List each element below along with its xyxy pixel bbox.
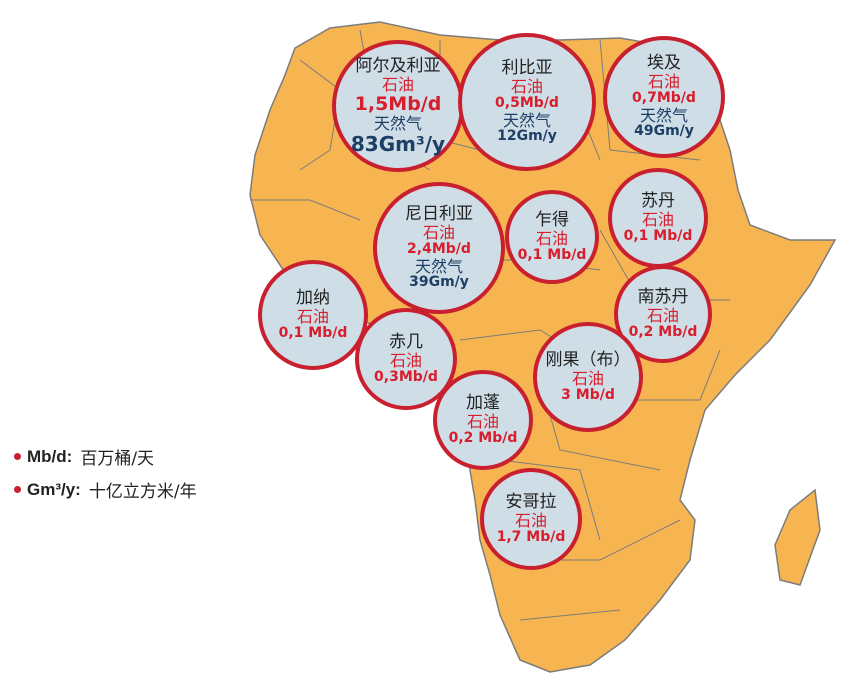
bubble-gabon: 加蓬 石油 0,2 Mb/d (433, 370, 533, 470)
oil-value: 2,4Mb/d (407, 240, 471, 257)
legend: Mb/d: 百万桶/天 Gm³/y: 十亿立方米/年 (14, 440, 197, 506)
oil-value: 0,1 Mb/d (517, 246, 587, 263)
country-name: 刚果（布） (545, 349, 631, 370)
country-name: 利比亚 (501, 57, 553, 78)
bubble-libya: 利比亚 石油 0,5Mb/d 天然气 12Gm/y (458, 33, 596, 171)
oil-value: 0,7Mb/d (632, 89, 696, 106)
oil-label: 石油 (514, 510, 547, 530)
oil-value: 0,3Mb/d (374, 368, 438, 385)
country-name: 尼日利亚 (405, 203, 473, 224)
oil-label: 石油 (296, 306, 329, 326)
gas-value: 39Gm/y (409, 274, 469, 291)
bubble-angola: 安哥拉 石油 1,7 Mb/d (480, 468, 582, 570)
legend-row-oil: Mb/d: 百万桶/天 (14, 440, 197, 473)
oil-value: 0,2 Mb/d (448, 429, 518, 446)
oil-label: 石油 (641, 209, 674, 229)
legend-text: 百万桶/天 (80, 449, 155, 469)
bullet-icon (14, 453, 21, 460)
legend-key: Gm³/y: (27, 479, 81, 499)
oil-label: 石油 (466, 411, 499, 431)
country-name: 阿尔及利亚 (355, 55, 441, 76)
oil-label: 石油 (535, 228, 568, 248)
gas-label: 天然气 (502, 110, 551, 130)
bubble-algeria: 阿尔及利亚 石油 1,5Mb/d 天然气 83Gm³/y (332, 40, 464, 172)
gas-label: 天然气 (373, 113, 422, 133)
bubble-egypt: 埃及 石油 0,7Mb/d 天然气 49Gm/y (603, 36, 725, 158)
oil-value: 0,1 Mb/d (278, 324, 348, 341)
gas-value: 49Gm/y (634, 123, 694, 140)
country-name: 埃及 (647, 52, 681, 73)
gas-value: 12Gm/y (497, 128, 557, 145)
bubble-sudan: 苏丹 石油 0,1 Mb/d (608, 168, 708, 268)
oil-label: 石油 (571, 368, 604, 388)
country-name: 苏丹 (641, 190, 675, 211)
legend-text: 十亿立方米/年 (88, 482, 197, 502)
legend-key: Mb/d: (27, 446, 73, 466)
oil-label: 石油 (381, 74, 414, 94)
country-name: 赤几 (389, 331, 423, 352)
madagascar (774, 488, 821, 586)
oil-label: 石油 (646, 305, 679, 325)
legend-row-gas: Gm³/y: 十亿立方米/年 (14, 473, 197, 506)
gas-label: 天然气 (639, 105, 688, 125)
oil-value: 3 Mb/d (561, 386, 615, 403)
bubble-nigeria: 尼日利亚 石油 2,4Mb/d 天然气 39Gm/y (373, 182, 505, 314)
bubble-ghana: 加纳 石油 0,1 Mb/d (258, 260, 368, 370)
bubble-chad: 乍得 石油 0,1 Mb/d (505, 190, 599, 284)
oil-value: 0,2 Mb/d (628, 323, 698, 340)
oil-label: 石油 (422, 222, 455, 242)
country-name: 加蓬 (466, 392, 500, 413)
oil-value: 1,5Mb/d (354, 92, 442, 115)
bubble-congo: 刚果（布） 石油 3 Mb/d (533, 322, 643, 432)
oil-value: 1,7 Mb/d (496, 528, 566, 545)
gas-value: 83Gm³/y (350, 131, 446, 156)
oil-value: 0,5Mb/d (495, 94, 559, 111)
country-name: 南苏丹 (637, 286, 689, 307)
oil-label: 石油 (647, 71, 680, 91)
country-name: 安哥拉 (505, 491, 557, 512)
oil-label: 石油 (510, 76, 543, 96)
bullet-icon (14, 486, 21, 493)
country-name: 加纳 (296, 287, 330, 308)
country-name: 乍得 (535, 209, 569, 230)
oil-value: 0,1 Mb/d (623, 227, 693, 244)
gas-label: 天然气 (414, 256, 463, 276)
oil-label: 石油 (389, 350, 422, 370)
